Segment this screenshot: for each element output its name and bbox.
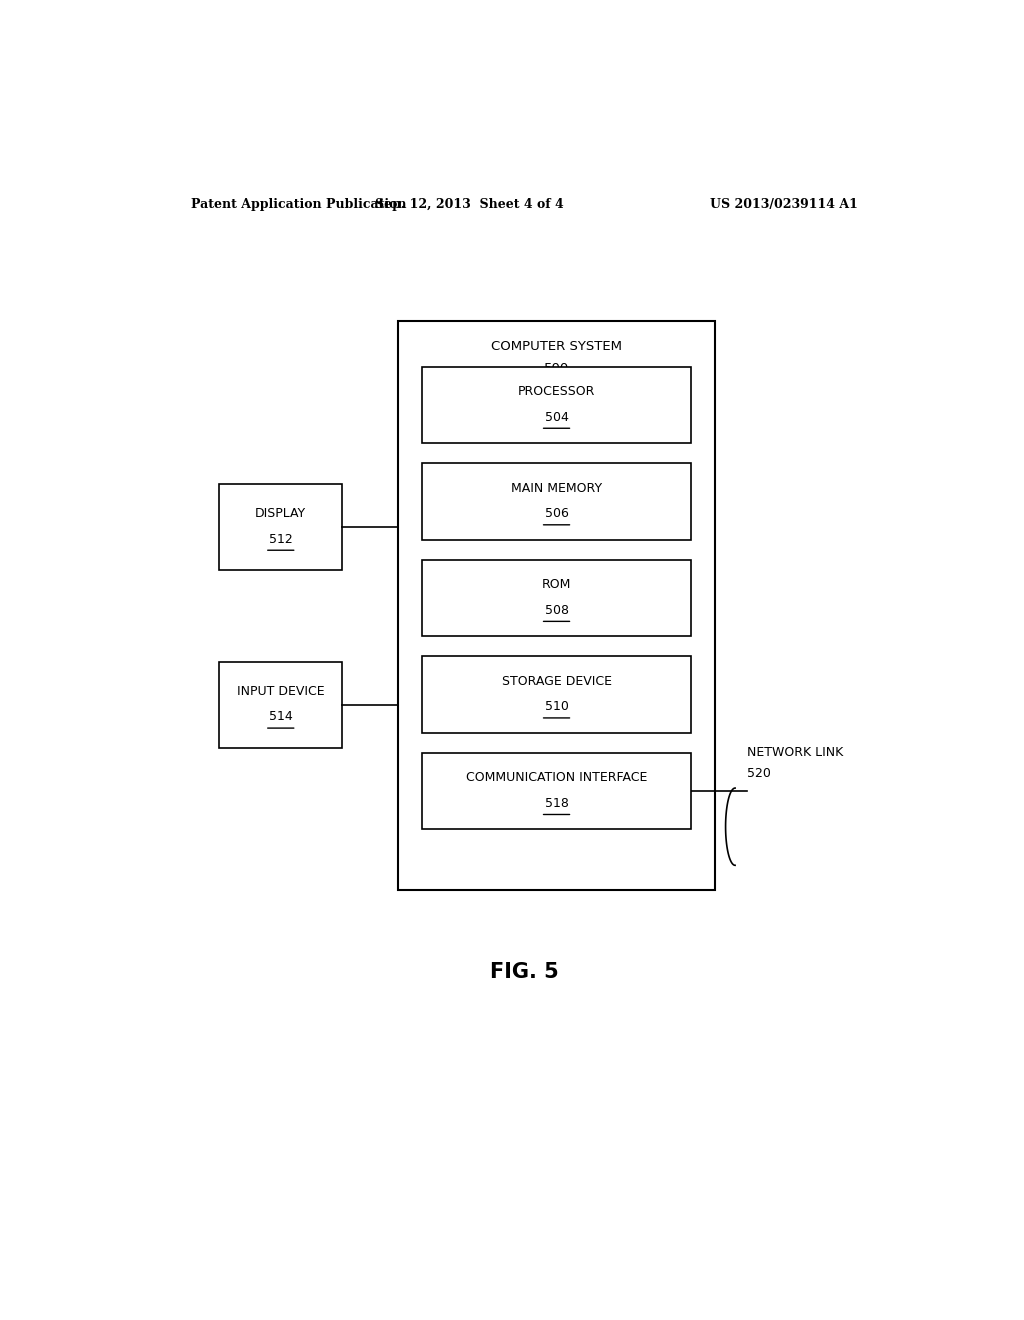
Bar xyxy=(397,321,715,890)
Text: Sep. 12, 2013  Sheet 4 of 4: Sep. 12, 2013 Sheet 4 of 4 xyxy=(375,198,563,211)
Text: 510: 510 xyxy=(545,700,568,713)
Text: ROM: ROM xyxy=(542,578,571,591)
Bar xyxy=(422,463,691,540)
Text: MAIN MEMORY: MAIN MEMORY xyxy=(511,482,602,495)
Text: 512: 512 xyxy=(269,532,293,545)
Text: INPUT DEVICE: INPUT DEVICE xyxy=(237,685,325,698)
Text: 500: 500 xyxy=(544,362,569,375)
Bar xyxy=(219,483,342,570)
Text: NETWORK LINK: NETWORK LINK xyxy=(748,747,843,759)
Bar xyxy=(422,656,691,733)
Text: 504: 504 xyxy=(545,411,568,424)
Text: PROCESSOR: PROCESSOR xyxy=(518,385,595,399)
Text: DISPLAY: DISPLAY xyxy=(255,507,306,520)
Text: COMPUTER SYSTEM: COMPUTER SYSTEM xyxy=(492,341,622,352)
Text: FIG. 5: FIG. 5 xyxy=(490,961,559,982)
Text: 514: 514 xyxy=(269,710,293,723)
Text: 520: 520 xyxy=(748,767,771,780)
Text: STORAGE DEVICE: STORAGE DEVICE xyxy=(502,675,611,688)
Bar xyxy=(422,752,691,829)
Bar xyxy=(422,560,691,636)
Bar xyxy=(422,367,691,444)
Text: 508: 508 xyxy=(545,603,568,616)
Text: COMMUNICATION INTERFACE: COMMUNICATION INTERFACE xyxy=(466,771,647,784)
Text: Patent Application Publication: Patent Application Publication xyxy=(191,198,407,211)
Text: 518: 518 xyxy=(545,797,568,809)
Text: 506: 506 xyxy=(545,507,568,520)
Bar xyxy=(219,661,342,748)
Text: US 2013/0239114 A1: US 2013/0239114 A1 xyxy=(711,198,858,211)
